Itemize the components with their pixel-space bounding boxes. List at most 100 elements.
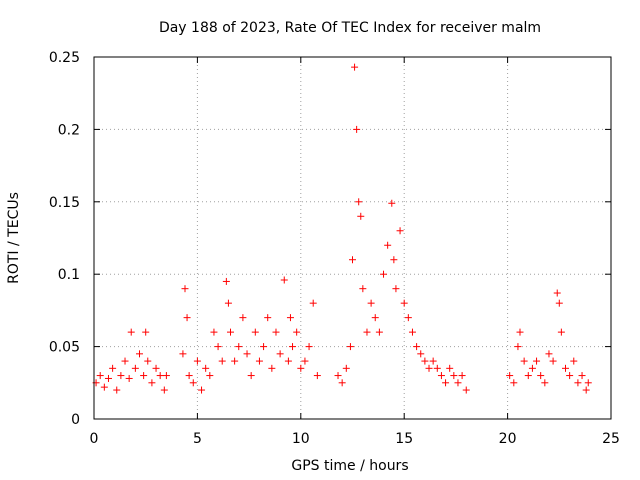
data-point xyxy=(268,364,276,372)
data-point xyxy=(442,379,450,387)
data-point xyxy=(450,372,458,380)
data-point xyxy=(272,328,280,336)
data-point xyxy=(218,357,226,365)
data-point xyxy=(578,372,586,380)
data-point xyxy=(553,289,561,297)
data-point xyxy=(104,374,112,382)
x-axis-label: GPS time / hours xyxy=(291,458,408,474)
data-point xyxy=(404,314,412,322)
data-point xyxy=(566,372,574,380)
data-point xyxy=(156,372,164,380)
data-point xyxy=(375,328,383,336)
data-point xyxy=(516,328,524,336)
data-point xyxy=(309,299,317,307)
data-point xyxy=(121,357,129,365)
data-point xyxy=(458,372,466,380)
data-point xyxy=(202,364,210,372)
data-point xyxy=(555,299,563,307)
grid xyxy=(94,57,611,419)
data-point xyxy=(533,357,541,365)
data-point xyxy=(417,350,425,358)
data-point xyxy=(429,357,437,365)
data-point xyxy=(284,357,292,365)
data-point xyxy=(425,364,433,372)
data-point xyxy=(286,314,294,322)
data-point xyxy=(224,299,232,307)
data-point xyxy=(152,364,160,372)
data-point xyxy=(353,125,361,133)
data-point xyxy=(562,364,570,372)
data-point xyxy=(189,379,197,387)
data-point xyxy=(520,357,528,365)
data-point xyxy=(528,364,536,372)
data-point xyxy=(584,379,592,387)
x-tick-label: 0 xyxy=(90,431,99,447)
data-point xyxy=(181,285,189,293)
axis-ticks xyxy=(93,56,612,420)
data-point xyxy=(260,343,268,351)
data-point xyxy=(351,63,359,71)
data-point xyxy=(408,328,416,336)
data-point xyxy=(239,314,247,322)
data-point xyxy=(142,328,150,336)
plot-frame xyxy=(93,56,612,420)
data-point xyxy=(346,343,354,351)
data-points xyxy=(92,63,592,394)
data-point xyxy=(243,350,251,358)
data-point xyxy=(557,328,565,336)
data-point xyxy=(392,285,400,293)
data-point xyxy=(574,379,582,387)
data-point xyxy=(109,364,117,372)
data-point xyxy=(226,328,234,336)
data-point xyxy=(357,212,365,220)
data-point xyxy=(251,328,259,336)
data-point xyxy=(148,379,156,387)
y-axis-label: ROTI / TECUs xyxy=(6,192,22,284)
data-point xyxy=(541,379,549,387)
data-point xyxy=(367,299,375,307)
data-point xyxy=(255,357,263,365)
data-point xyxy=(446,364,454,372)
data-point xyxy=(125,374,133,382)
data-point xyxy=(162,372,170,380)
y-tick-label: 0 xyxy=(71,412,80,428)
data-point xyxy=(140,372,148,380)
data-point xyxy=(537,372,545,380)
data-point xyxy=(510,379,518,387)
data-point xyxy=(462,386,470,394)
data-point xyxy=(524,372,532,380)
data-point xyxy=(313,372,321,380)
y-tick-label: 0.05 xyxy=(49,340,80,356)
tick-labels: 0 5 10 15 20 25 0 0.05 0.1 0.15 0.2 0.25 xyxy=(49,50,620,447)
data-point xyxy=(363,328,371,336)
data-point xyxy=(388,199,396,207)
data-point xyxy=(210,328,218,336)
data-point xyxy=(359,285,367,293)
data-point xyxy=(127,328,135,336)
data-point xyxy=(179,350,187,358)
data-point xyxy=(396,227,404,235)
data-point xyxy=(384,241,392,249)
data-point xyxy=(113,386,121,394)
data-point xyxy=(355,198,363,206)
data-point xyxy=(349,256,356,264)
data-point xyxy=(198,386,206,394)
data-point xyxy=(293,328,301,336)
data-point xyxy=(390,256,398,264)
data-point xyxy=(371,314,379,322)
x-tick-label: 15 xyxy=(395,431,413,447)
data-point xyxy=(305,343,313,351)
x-tick-label: 5 xyxy=(193,431,202,447)
data-point xyxy=(338,379,346,387)
data-point xyxy=(582,386,590,394)
data-point xyxy=(514,343,522,351)
data-point xyxy=(400,299,408,307)
x-tick-label: 20 xyxy=(499,431,517,447)
data-point xyxy=(454,379,462,387)
data-point xyxy=(413,343,421,351)
data-point xyxy=(506,372,514,380)
data-point xyxy=(264,314,272,322)
data-point xyxy=(131,364,139,372)
data-point xyxy=(549,357,557,365)
